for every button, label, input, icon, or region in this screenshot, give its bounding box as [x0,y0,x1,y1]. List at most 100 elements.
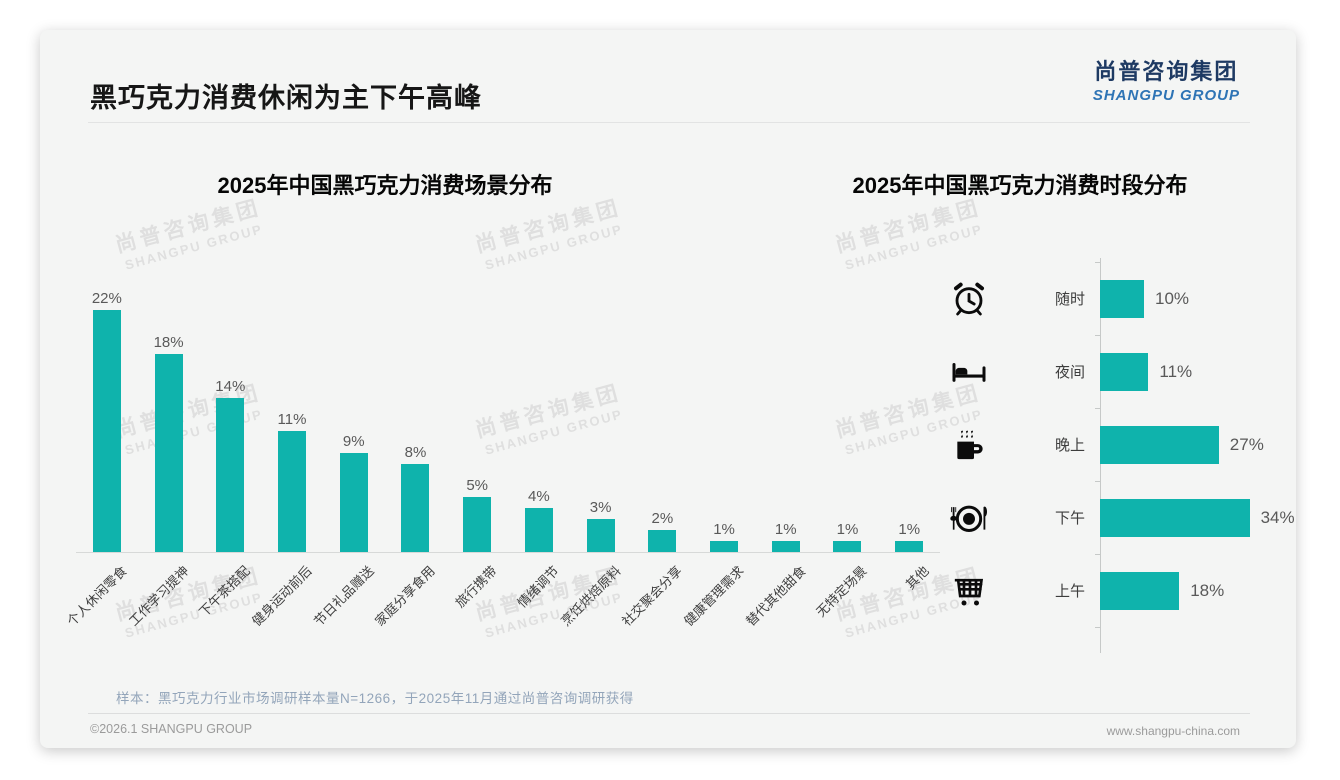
bar [833,541,862,552]
bar-value-label: 27% [1229,434,1264,454]
bar [1100,279,1144,318]
category-label-cell: 其他 [878,553,940,665]
time-row: 夜间 11% [935,335,1295,408]
bar [463,497,492,552]
page-title: 黑巧克力消费休闲为主下午高峰 [90,83,482,113]
time-bar-area: 27% [1100,425,1295,464]
company-logo: 尚普咨询集团 SHANGPU GROUP [1093,54,1240,104]
bar-value-label: 3% [589,499,612,516]
category-label-cell: 健身运动前后 [249,553,323,665]
axis-tick [1095,627,1100,628]
scene-bar-column: 8% [385,444,447,552]
time-chart-title: 2025年中国黑巧克力消费时段分布 [852,173,1188,198]
category-label-cell: 家庭分享食用 [372,553,447,665]
category-label-cell: 替代其他甜食 [743,553,817,665]
category-label: 旅行携带 [452,563,500,611]
time-category-label: 晚上 [1054,437,1085,454]
scene-chart-title: 2025年中国黑巧克力消费场景分布 [217,173,553,198]
website-text: www.shangpu-china.com [1106,724,1240,738]
bar [1100,352,1149,391]
category-label: 无特定场景 [813,563,871,620]
bar-value-label: 11% [277,411,307,428]
time-row: 上午 18% [935,554,1295,627]
bar-value-label: 1% [713,521,735,538]
logo-cn-text: 尚普咨询集团 [1094,59,1239,84]
axis-tick [1095,335,1100,336]
logo-en-text: SHANGPU GROUP [1092,87,1240,104]
scene-bar-column: 18% [138,334,200,552]
bar-value-label: 10% [1155,288,1190,308]
bar [216,398,245,552]
time-bar-area: 34% [1100,498,1295,537]
bar [648,530,677,552]
category-label: 其他 [902,563,932,593]
bar [1100,425,1219,464]
category-label: 下午茶搭配 [196,563,254,620]
time-row: 下午 34% [935,481,1295,554]
scene-bar-column: 22% [76,290,138,552]
scene-bar-column: 11% [261,411,323,552]
time-bar-area: 18% [1100,571,1295,610]
scene-bar-column: 2% [631,510,693,552]
time-rows: 随时 10% 夜间 11% 晚上 27% 下午 34% 上午 18% [935,258,1295,653]
time-row: 晚上 27% [935,408,1295,481]
bar [710,541,739,552]
bar-value-label: 22% [91,290,122,307]
bar [1100,498,1250,537]
bar-value-label: 1% [836,521,859,538]
time-bar-area: 11% [1100,352,1295,391]
scene-bar-column: 1% [755,521,817,552]
bar-value-label: 1% [774,521,797,538]
header-divider [88,122,1250,123]
scene-bar-column: 14% [199,378,261,552]
axis-tick [1095,262,1100,263]
time-chart: 随时 10% 夜间 11% 晚上 27% 下午 34% 上午 18% [935,258,1295,653]
footer-divider [88,713,1250,714]
time-category-label: 随时 [1054,291,1085,308]
time-category-label: 夜间 [1054,364,1085,381]
scene-bar-column: 5% [446,477,508,552]
category-label: 情绪调节 [514,563,562,611]
bar [278,431,307,552]
scene-bar-column: 1% [817,521,879,552]
scene-bar-column: 1% [878,521,940,552]
bar [1100,571,1180,610]
category-label-cell: 健康管理需求 [681,553,755,665]
scene-category-labels: 个人休闲零食 工作学习提神 下午茶搭配 健身运动前后 节日礼品赠送 家庭分享食用 旅行携带情… [64,553,940,665]
category-label-cell: 情绪调节 [508,553,570,665]
category-label-cell: 个人休闲零食 [64,553,138,665]
bar-value-label: 8% [404,444,427,461]
bar-value-label: 9% [342,433,365,450]
slide-card: 尚普咨询集团 SHANGPU GROUP 尚普咨询集团 SHANGPU GROUP 尚普… [40,30,1296,748]
bar-value-label: 18% [1190,580,1225,600]
category-label-cell: 社交聚会分享 [619,553,693,665]
axis-tick [1095,481,1100,482]
category-label: 个人休闲零食 [63,563,130,629]
copyright-text: ©2026.1 SHANGPU GROUP [90,722,253,736]
bar [586,519,615,552]
bar-value-label: 11% [1159,361,1193,381]
time-category-label: 上午 [1054,583,1085,600]
bar [154,354,183,552]
coffee-mug-icon [935,425,1003,465]
scene-bars: 22% 18% 14% 11% 9% 8% 5% 4% 3% 2% 1% 1% 1% 1% [76,270,940,553]
axis-tick [1095,408,1100,409]
scene-bar-column: 1% [693,521,755,552]
scene-bar-column: 9% [323,433,385,552]
category-label-cell: 工作学习提神 [126,553,200,665]
category-label-cell: 下午茶搭配 [196,553,261,665]
bar-value-label: 4% [528,488,550,505]
bar [524,508,553,552]
shopping-cart-icon [935,571,1003,611]
bar-value-label: 2% [651,510,674,527]
time-row: 随时 10% [935,262,1295,335]
alarm-clock-icon [935,279,1003,319]
bar [92,310,121,552]
category-label-cell: 无特定场景 [814,553,879,665]
bed-icon [935,352,1003,392]
bar-value-label: 34% [1260,507,1295,527]
bar [895,541,924,552]
bar-value-label: 18% [153,334,184,351]
scene-chart: 22% 18% 14% 11% 9% 8% 5% 4% 3% 2% 1% 1% 1% 1% 个人休闲零食工… [64,270,940,665]
bar-value-label: 14% [215,378,246,395]
